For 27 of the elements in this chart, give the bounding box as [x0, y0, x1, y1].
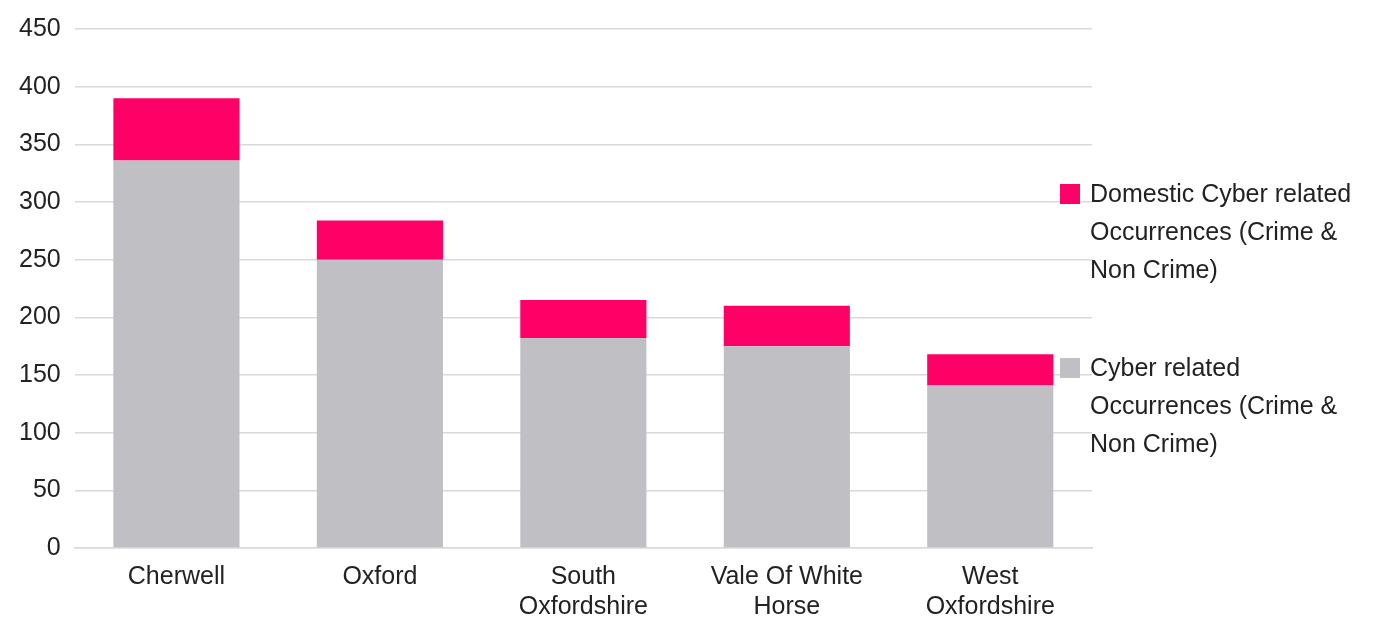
bar	[316, 220, 443, 260]
legend-label: Cyber related Occurrences (Crime & Non Crime)	[1090, 353, 1338, 457]
x-tick-label: Oxford	[342, 560, 418, 589]
bar	[927, 354, 1054, 386]
y-tick-label: 200	[18, 301, 61, 330]
bar	[316, 259, 443, 548]
bar	[723, 346, 850, 548]
bar	[520, 338, 647, 548]
legend-label: Domestic Cyber related Occurrences (Crime & Non Crime)	[1090, 179, 1352, 283]
bar	[113, 98, 240, 161]
bar	[723, 305, 850, 347]
y-tick-label: 150	[18, 358, 61, 387]
y-tick-label: 250	[18, 243, 61, 272]
y-tick-label: 0	[46, 531, 61, 560]
bar	[113, 160, 240, 548]
bar	[927, 385, 1054, 548]
x-tick-label: West Oxfordshire	[925, 560, 1055, 619]
x-tick-label: Cherwell	[127, 560, 226, 589]
y-tick-label: 400	[18, 70, 61, 99]
y-tick-label: 100	[18, 416, 61, 445]
y-tick-label: 50	[32, 474, 61, 503]
x-tick-label: Vale Of White Horse	[710, 560, 863, 619]
bar	[520, 300, 647, 339]
y-tick-label: 450	[18, 12, 61, 41]
y-tick-label: 350	[18, 128, 61, 157]
x-tick-label: South Oxfordshire	[518, 560, 648, 619]
y-tick-label: 300	[18, 185, 61, 214]
